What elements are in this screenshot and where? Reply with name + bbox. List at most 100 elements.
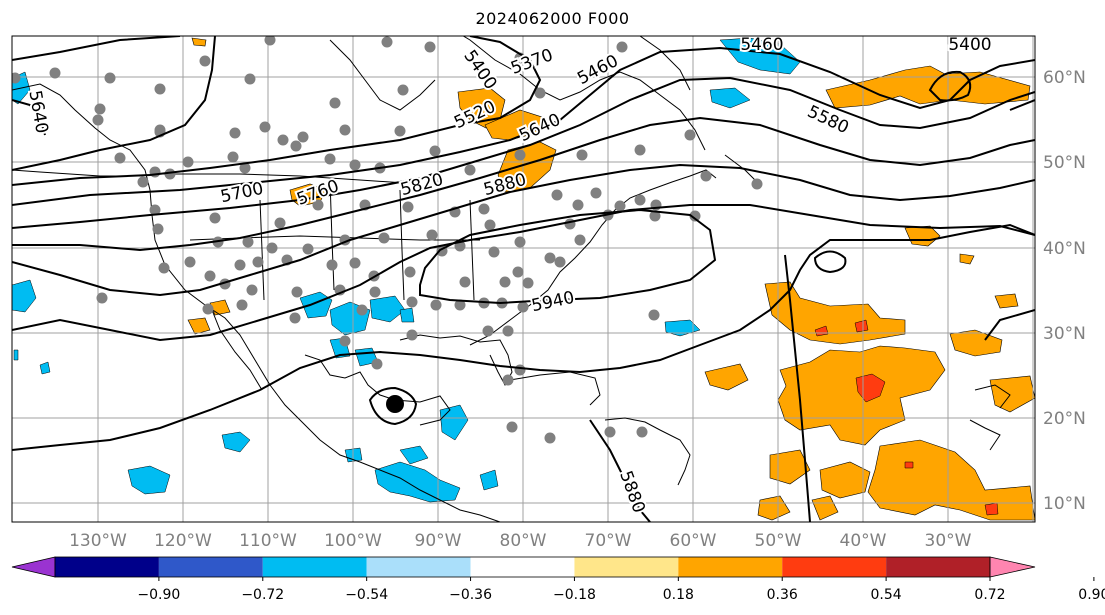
colorbar-segment bbox=[678, 557, 783, 577]
colorbar-extend-high bbox=[989, 556, 1036, 578]
geopotential-contour bbox=[12, 36, 216, 171]
geopotential-contour bbox=[419, 208, 717, 305]
longitude-tick-label: 60°W bbox=[670, 531, 717, 551]
coastline-segment bbox=[974, 384, 1011, 409]
station-dot bbox=[164, 168, 176, 180]
station-dot bbox=[324, 153, 336, 165]
station-dot bbox=[634, 194, 646, 206]
station-dot bbox=[514, 236, 526, 248]
station-dot bbox=[430, 299, 442, 311]
colorbar-tick-label: −0.36 bbox=[449, 587, 492, 603]
negative-anomaly-area bbox=[369, 295, 406, 323]
station-dot bbox=[604, 426, 616, 438]
negative-anomaly-area bbox=[719, 37, 801, 75]
colorbar-tick-label: −0.72 bbox=[241, 587, 284, 603]
coastline-segment bbox=[399, 189, 405, 301]
station-dot bbox=[49, 67, 61, 79]
station-dot bbox=[290, 140, 302, 152]
positive-anomaly-area bbox=[989, 375, 1035, 413]
station-dot bbox=[202, 303, 214, 315]
station-dot bbox=[488, 246, 500, 258]
station-dot bbox=[484, 219, 496, 231]
latitude-labels: 60°N 50°N 40°N 30°N 20°N 10°N bbox=[1043, 68, 1086, 514]
negative-anomaly-area bbox=[127, 465, 171, 495]
negative-anomaly-area bbox=[399, 445, 429, 465]
station-dot bbox=[648, 309, 660, 321]
height-contours bbox=[12, 36, 1035, 522]
geopotential-contour bbox=[12, 36, 181, 61]
station-dot bbox=[426, 229, 438, 241]
station-dot bbox=[574, 234, 586, 246]
colorbar-extend-low bbox=[11, 556, 56, 578]
positive-anomaly-area bbox=[949, 329, 1003, 357]
coastlines bbox=[12, 36, 1011, 522]
station-dot bbox=[614, 200, 626, 212]
station-dot bbox=[242, 236, 254, 248]
coastline-segment bbox=[969, 419, 1001, 451]
strong-positive-anomaly-area bbox=[854, 319, 869, 333]
colorbar-segment bbox=[574, 557, 679, 577]
station-dot bbox=[514, 149, 526, 161]
contour-label: 5400 bbox=[948, 35, 991, 55]
station-dot bbox=[634, 144, 646, 156]
station-dot bbox=[204, 270, 216, 282]
station-dot bbox=[534, 87, 546, 99]
contour-label: 5460 bbox=[740, 35, 783, 55]
longitude-tick-label: 50°W bbox=[755, 531, 802, 551]
longitude-tick-label: 120°W bbox=[154, 531, 212, 551]
geopotential-contour bbox=[928, 70, 972, 102]
colorbar-segment bbox=[366, 557, 471, 577]
latitude-tick-label: 20°N bbox=[1043, 409, 1086, 429]
station-dot bbox=[499, 276, 511, 288]
longitude-tick-label: 30°W bbox=[925, 531, 972, 551]
positive-anomaly-area bbox=[811, 495, 839, 521]
colorbar-tick-label: 0.54 bbox=[871, 587, 902, 603]
longitude-tick-label: 100°W bbox=[324, 531, 382, 551]
station-dot bbox=[227, 151, 239, 163]
geopotential-contour bbox=[1009, 99, 1035, 111]
station-dot bbox=[406, 329, 418, 341]
station-dot bbox=[349, 159, 361, 171]
positive-anomaly-area bbox=[959, 253, 975, 265]
geopotential-contour bbox=[12, 116, 1035, 252]
geopotential-contour bbox=[12, 46, 1035, 206]
longitude-tick-label: 70°W bbox=[585, 531, 632, 551]
station-dot bbox=[349, 257, 361, 269]
station-dot bbox=[369, 286, 381, 298]
station-dot bbox=[544, 432, 556, 444]
station-dot bbox=[454, 299, 466, 311]
coastline-segment bbox=[209, 304, 263, 391]
station-dot bbox=[312, 199, 324, 211]
station-dot bbox=[244, 73, 256, 85]
longitude-tick-label: 110°W bbox=[239, 531, 297, 551]
station-dot bbox=[517, 301, 529, 313]
station-dot bbox=[199, 55, 211, 67]
colorbar-segment bbox=[886, 557, 990, 577]
station-dot bbox=[506, 421, 518, 433]
station-dot bbox=[274, 217, 286, 229]
station-dot bbox=[252, 256, 264, 268]
station-dot bbox=[649, 210, 661, 222]
longitude-tick-label: 40°W bbox=[840, 531, 887, 551]
station-dot bbox=[149, 204, 161, 216]
station-dot bbox=[464, 164, 476, 176]
colorbar-tick-label: 0.18 bbox=[663, 587, 694, 603]
station-dot bbox=[429, 145, 441, 157]
colorbar-segment bbox=[158, 557, 263, 577]
station-dot bbox=[114, 152, 126, 164]
station-dot bbox=[554, 256, 566, 268]
station-dot bbox=[329, 97, 341, 109]
station-dot bbox=[636, 426, 648, 438]
negative-anomaly-area bbox=[12, 279, 37, 313]
station-dot bbox=[402, 201, 414, 213]
positive-anomaly-area bbox=[994, 293, 1019, 309]
station-dot bbox=[502, 374, 514, 386]
positive-anomaly-area bbox=[757, 495, 791, 521]
station-dot bbox=[381, 36, 393, 48]
coastline-segment bbox=[462, 36, 706, 151]
station-dot bbox=[234, 259, 246, 271]
anomaly-shading bbox=[12, 37, 1035, 521]
negative-anomaly-area bbox=[709, 87, 751, 109]
latitude-tick-label: 10°N bbox=[1043, 494, 1086, 514]
